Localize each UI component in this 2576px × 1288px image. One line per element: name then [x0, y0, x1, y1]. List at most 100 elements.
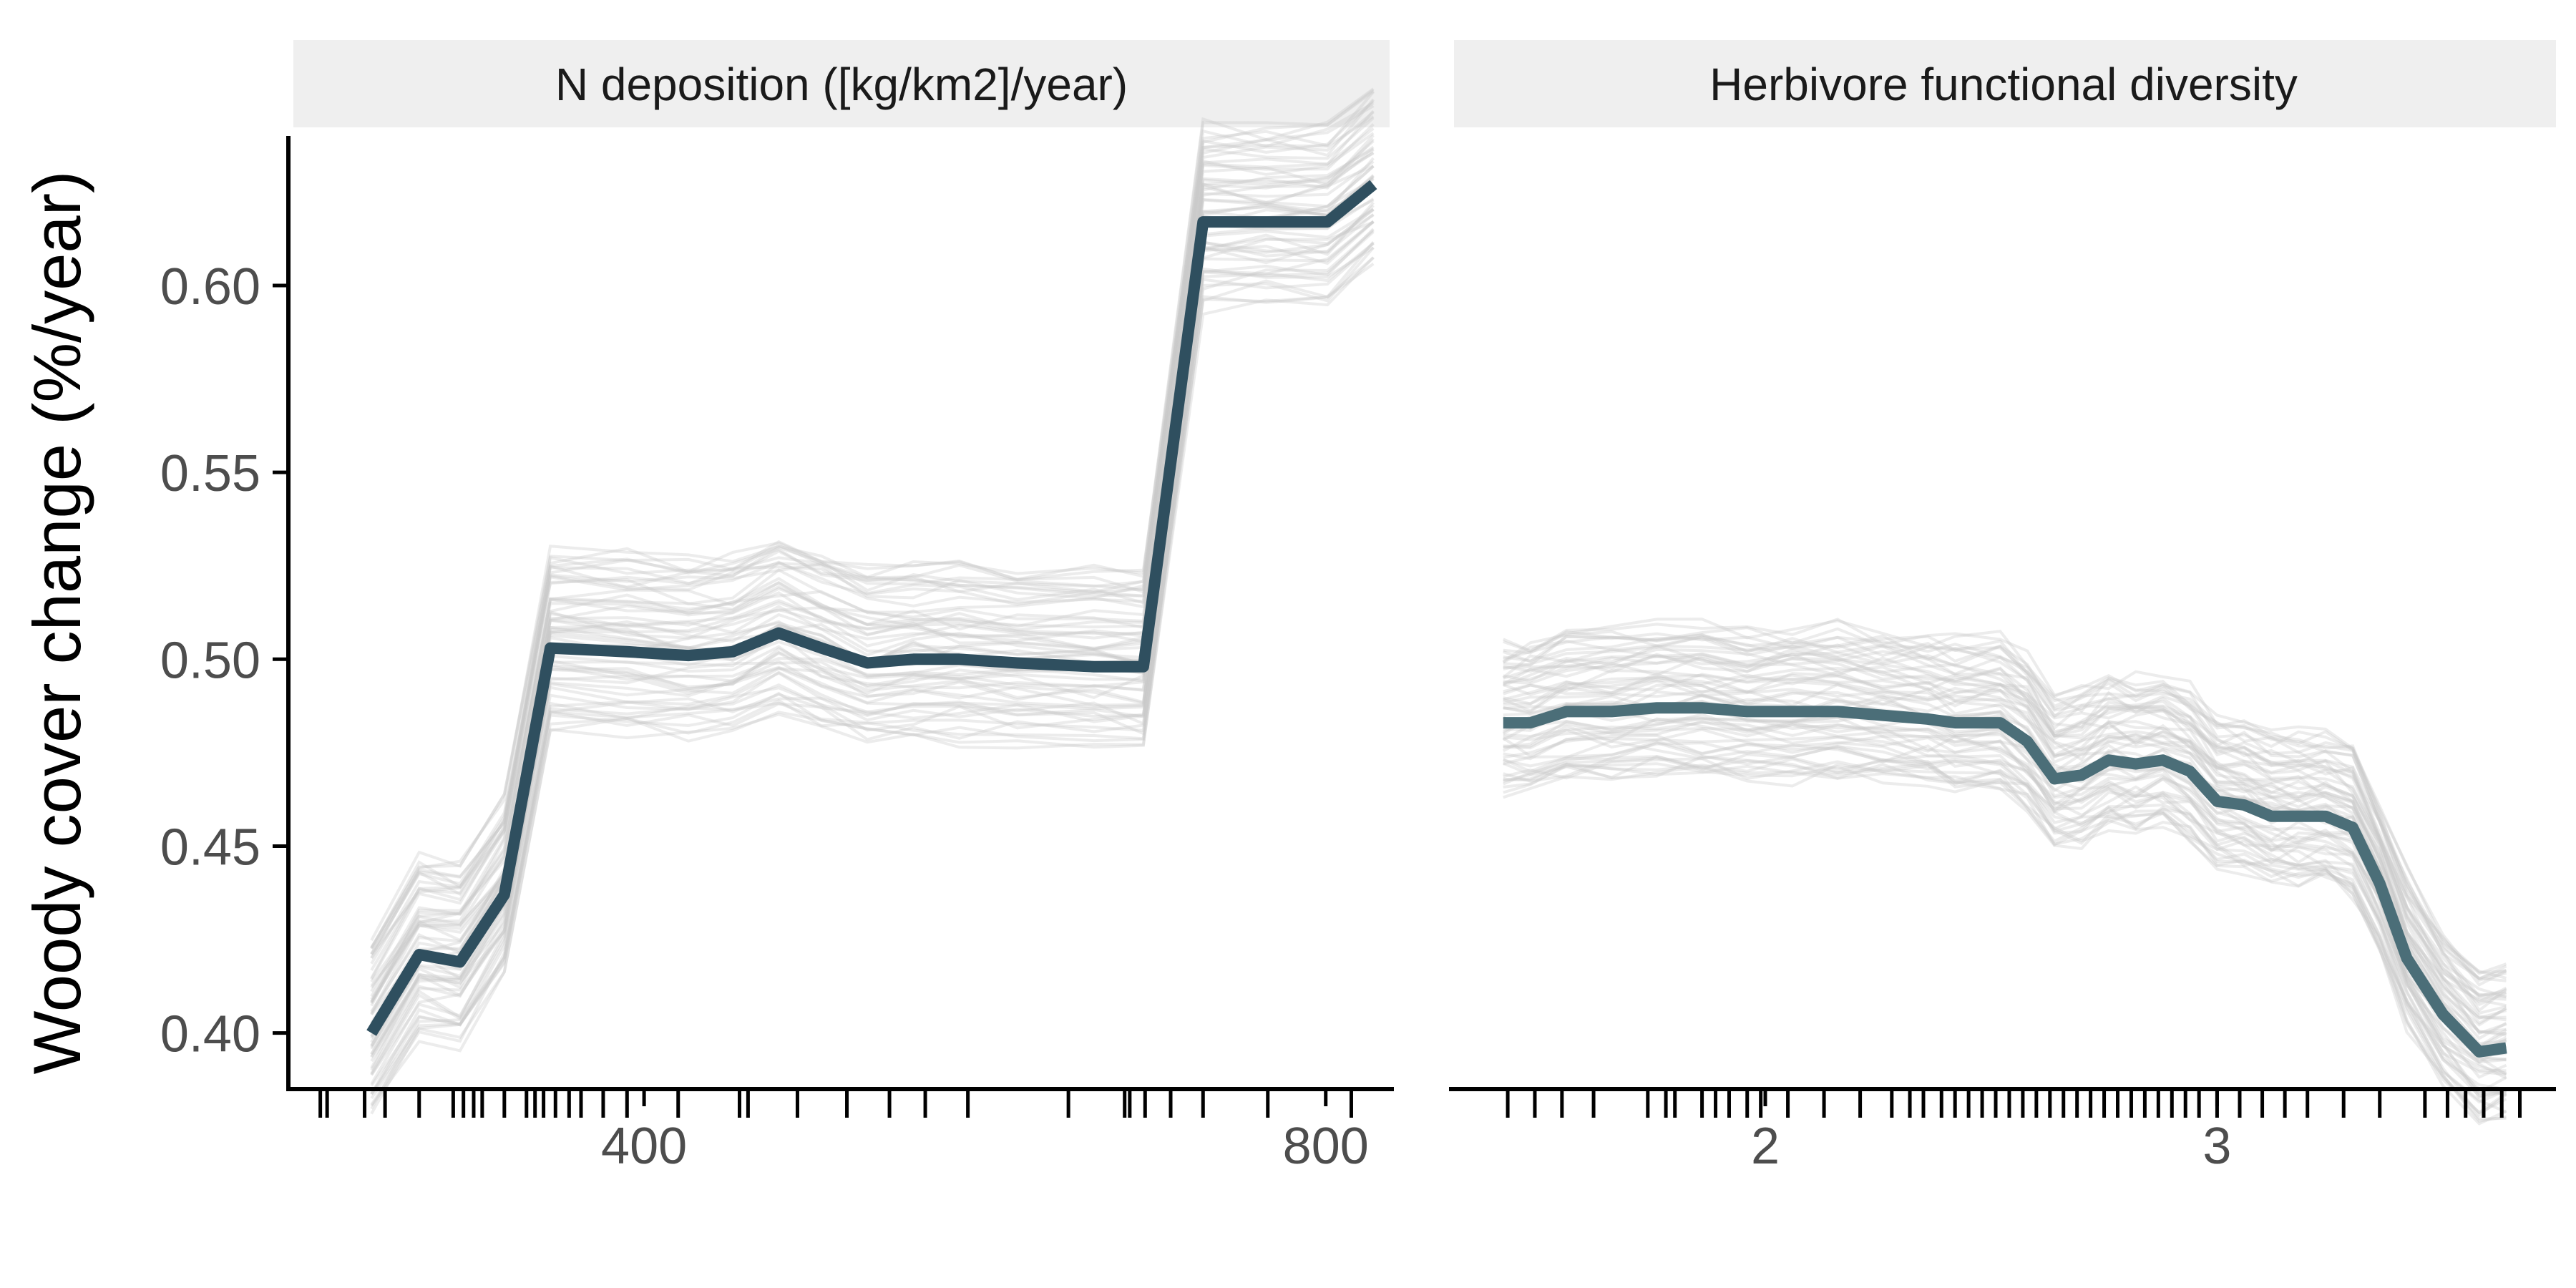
ice-curve [370, 132, 1375, 980]
ice-curve [1503, 633, 2507, 980]
ice-curve [1503, 650, 2507, 999]
ice-curve [1503, 763, 2507, 1126]
ice-curve [1503, 755, 2507, 1121]
ice-curve [370, 213, 1375, 1050]
ice-curves [370, 87, 1375, 1115]
pdp-line [1503, 702, 2507, 1058]
ice-curve [1503, 693, 2507, 1056]
y-tick-label: 0.55 [160, 445, 260, 502]
y-ticks: 0.40 0.45 0.50 0.55 0.60 [160, 258, 288, 1063]
ice-curves [1502, 618, 2507, 1126]
x-ticks: 400 800 [601, 1089, 1369, 1175]
ice-curve [370, 246, 1375, 1096]
ice-curve [1502, 739, 2507, 1096]
y-tick-label: 0.50 [160, 632, 260, 689]
ice-curve [1503, 763, 2507, 1123]
ice-curve [370, 99, 1375, 955]
ice-curve [370, 104, 1375, 950]
x-tick-label: 400 [601, 1118, 687, 1175]
x-tick-label: 3 [2202, 1118, 2231, 1175]
panel-n-deposition: N deposition ([kg/km2]/year) 0.40 0.45 0.5… [160, 40, 1394, 1175]
ice-curve [370, 240, 1375, 1100]
panel-strip [293, 40, 1390, 127]
ice-curve [1503, 740, 2507, 1094]
ice-curve [1503, 741, 2507, 1091]
ice-curve [1503, 753, 2507, 1098]
ice-curve [370, 115, 1375, 971]
ice-curve [1503, 676, 2507, 1027]
y-tick-label: 0.40 [160, 1006, 260, 1063]
ice-curve [1503, 757, 2507, 1115]
ice-curve [1503, 755, 2507, 1104]
ice-curve [370, 90, 1375, 949]
ice-curve [1503, 733, 2507, 1099]
ice-curve [1503, 653, 2507, 1015]
ice-curve [1503, 630, 2507, 974]
ice-curve [1503, 668, 2507, 1020]
ice-curve [1503, 762, 2507, 1115]
ice-curve [370, 220, 1375, 1076]
y-tick-label: 0.45 [160, 819, 260, 876]
ice-curve [1503, 683, 2507, 1040]
ice-curve [1503, 652, 2507, 1007]
ice-curve [1502, 726, 2507, 1079]
ice-curve [370, 242, 1375, 1075]
ice-curve [370, 230, 1375, 1095]
ice-curve [1503, 679, 2507, 1035]
ice-curve [370, 91, 1375, 959]
ice-curve [1503, 683, 2507, 1048]
ice-curve [1503, 618, 2507, 982]
ice-curve [370, 213, 1375, 1058]
ice-curve [1502, 648, 2507, 997]
ice-curve [1503, 644, 2507, 1013]
ice-curve [370, 89, 1375, 942]
ice-curve [1503, 757, 2507, 1118]
ice-curve [370, 256, 1375, 1107]
ice-curve [370, 134, 1375, 992]
ice-curve [1503, 755, 2507, 1114]
ice-curve [1503, 654, 2507, 1008]
ice-curve [1502, 630, 2507, 980]
ice-curve [1502, 634, 2507, 982]
ice-curve [1503, 658, 2507, 1025]
y-axis-label: Woody cover change (%/year) [19, 171, 94, 1075]
ice-curve [1503, 741, 2507, 1096]
rug-marks [318, 1091, 1353, 1118]
ice-curve [370, 175, 1375, 1031]
ice-curve [1503, 675, 2507, 1037]
ice-curve [370, 220, 1375, 1062]
ice-curve [1503, 713, 2507, 1076]
panel-strip [1454, 40, 2556, 127]
rug-marks [1506, 1091, 2522, 1118]
ice-curve [1503, 626, 2507, 981]
x-tick-label: 800 [1283, 1118, 1369, 1175]
ice-curve [370, 188, 1375, 1043]
ice-curve [370, 242, 1375, 1110]
ice-curve [1503, 672, 2507, 1020]
ice-curve [1503, 670, 2507, 1035]
x-tick-label: 2 [1751, 1118, 1780, 1175]
ice-curve [370, 127, 1375, 983]
ice-curve [370, 174, 1375, 1038]
ice-curve [1503, 673, 2507, 1022]
ice-curve [1503, 618, 2507, 975]
ice-curve [1503, 728, 2507, 1075]
ice-curve [370, 246, 1375, 1096]
ice-curve [1503, 728, 2507, 1076]
ice-curve [370, 157, 1375, 1024]
ice-curve [370, 111, 1375, 960]
ice-curve [370, 228, 1375, 1075]
ice-curve [370, 123, 1375, 980]
ice-curve [370, 109, 1375, 965]
ice-curve [1503, 632, 2507, 987]
pdp-line [366, 180, 1377, 1036]
ice-curve [1503, 635, 2507, 998]
ice-curve [370, 262, 1375, 1106]
ice-curve [370, 256, 1375, 1115]
ice-curve [370, 117, 1375, 955]
ice-curve [1503, 651, 2507, 1004]
ice-curve [1503, 673, 2507, 1034]
ice-curve [1503, 721, 2507, 1080]
